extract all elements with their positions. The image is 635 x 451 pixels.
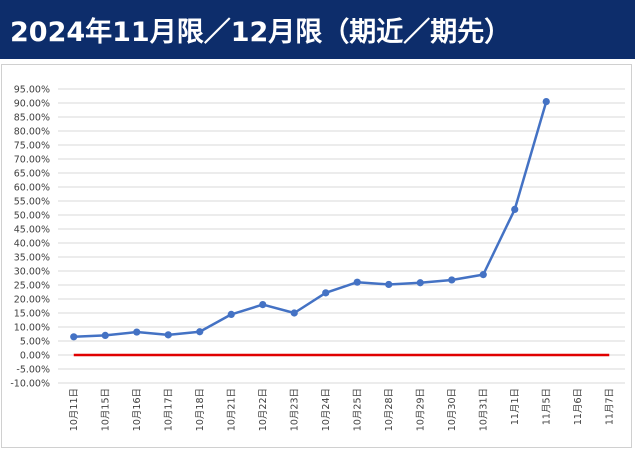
series-layer [70, 98, 610, 357]
data-point [511, 205, 519, 213]
x-tick-label: 10月29日 [415, 388, 426, 431]
x-tick-label: 10月31日 [478, 388, 489, 431]
x-tick-label: 10月15日 [100, 388, 111, 431]
data-point [448, 276, 456, 284]
y-tick-label: 45.00% [14, 225, 50, 236]
y-tick-label: 15.00% [14, 309, 50, 320]
y-tick-label: 90.00% [14, 99, 50, 110]
y-tick-label: 85.00% [14, 113, 50, 124]
x-tick-label: 10月21日 [226, 388, 237, 431]
y-tick-label: 60.00% [14, 183, 50, 194]
data-point [385, 280, 393, 289]
title-bar: 2024年11月限／12月限（期近／期先） [0, 0, 635, 59]
x-tick-label: 10月25日 [352, 388, 363, 431]
y-tick-label: 65.00% [14, 169, 50, 180]
x-tick-label: 10月30日 [447, 388, 458, 431]
x-tick-label: 10月17日 [163, 388, 174, 431]
y-tick-label: 80.00% [14, 127, 50, 138]
data-point [70, 333, 78, 341]
data-point [133, 328, 141, 336]
y-tick-label: 35.00% [14, 253, 50, 264]
data-point [227, 310, 235, 318]
x-tick-label: 10月24日 [321, 388, 332, 431]
y-tick-label: 50.00% [14, 211, 50, 222]
y-tick-label: 5.00% [20, 337, 50, 348]
x-axis-ticks: 10月11日 10月15日 10月16日 10月17日 10月18日 10月21日 10月2… [69, 388, 616, 431]
y-tick-label: 70.00% [14, 155, 50, 166]
y-tick-label: -10.00% [10, 379, 50, 390]
series-line [73, 101, 548, 339]
chart-area [1, 64, 632, 448]
x-tick-label: 11月7日 [604, 388, 615, 425]
y-tick-label: -5.00% [16, 365, 50, 376]
y-tick-label: 55.00% [14, 197, 50, 208]
y-tick-label: 40.00% [14, 239, 50, 250]
data-point [353, 278, 361, 286]
x-tick-label: 10月23日 [289, 388, 300, 431]
x-tick-label: 11月5日 [541, 388, 552, 425]
data-point [416, 279, 424, 287]
y-tick-label: 75.00% [14, 141, 50, 152]
data-point [542, 98, 550, 106]
y-tick-label: 25.00% [14, 281, 50, 292]
y-tick-label: 10.00% [14, 323, 50, 334]
x-tick-label: 10月18日 [195, 388, 206, 431]
x-tick-label: 10月16日 [132, 388, 143, 431]
chart-title: 2024年11月限／12月限（期近／期先） [10, 17, 512, 48]
y-tick-label: 20.00% [14, 295, 50, 306]
data-point [290, 309, 298, 317]
y-tick-label: 95.00% [14, 85, 50, 96]
data-point [164, 331, 172, 339]
data-point [101, 331, 109, 339]
x-tick-label: 10月22日 [258, 388, 269, 431]
y-tick-label: 0.00% [20, 351, 50, 362]
x-tick-label: 11月1日 [510, 388, 521, 425]
data-point [259, 301, 267, 309]
y-tick-label: 30.00% [14, 267, 50, 278]
x-tick-label: 10月28日 [384, 388, 395, 431]
data-point [322, 289, 330, 297]
data-point [196, 328, 204, 336]
y-axis-ticks: -10.00% -5.00% 0.00% 5.00% 10.00% 15.00% 20.00… [10, 85, 50, 390]
gridlines [58, 88, 625, 384]
data-point [479, 271, 487, 279]
x-tick-label: 11月6日 [573, 388, 584, 425]
x-tick-label: 10月11日 [69, 388, 80, 431]
